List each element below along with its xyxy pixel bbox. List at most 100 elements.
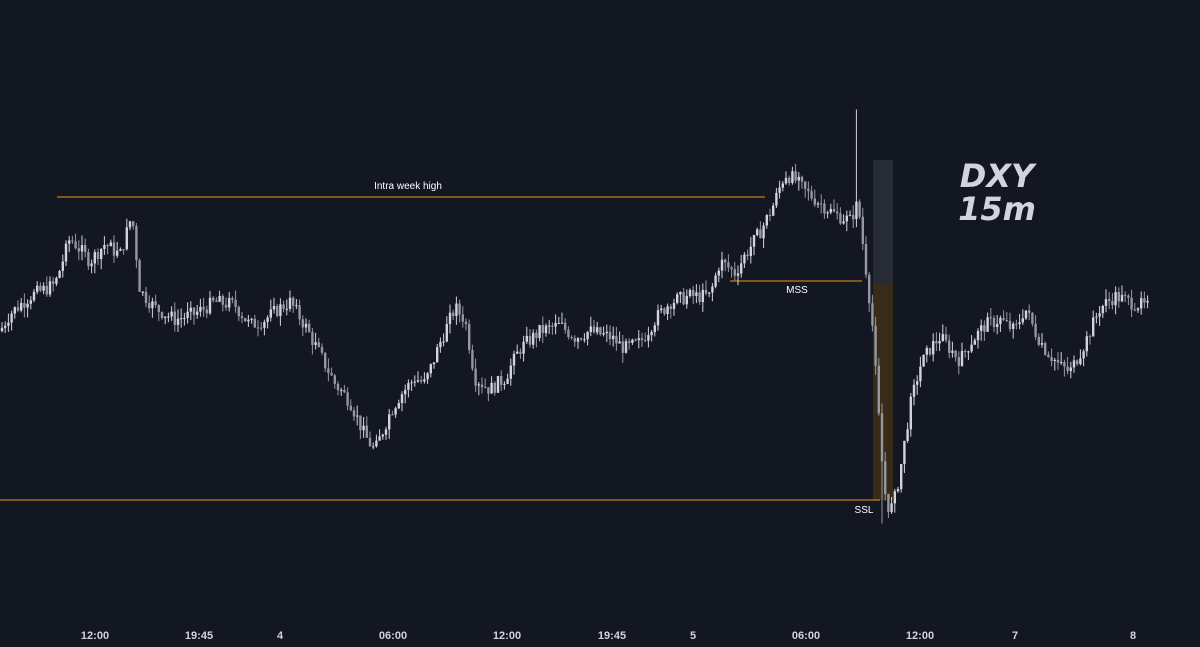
candle-body — [122, 249, 125, 251]
candle-body — [890, 503, 893, 512]
candle-body — [372, 446, 375, 448]
x-tick-label: 7 — [1012, 630, 1018, 642]
candle-body — [919, 366, 922, 382]
candle-body — [826, 212, 829, 214]
candle-body — [775, 192, 778, 206]
candle-body — [781, 183, 784, 188]
candle-body — [676, 294, 679, 303]
candle-body — [429, 364, 432, 374]
candle-body — [884, 461, 887, 494]
discount-zone-box — [873, 284, 893, 500]
candle-body — [612, 335, 615, 340]
candle-body — [272, 305, 276, 310]
candle-body — [87, 251, 90, 267]
candle-body — [135, 226, 138, 261]
candle-body — [378, 436, 381, 441]
candle-body — [980, 325, 983, 331]
candle-body — [250, 318, 253, 320]
candle-body — [663, 308, 666, 315]
candle-body — [551, 325, 554, 327]
candle-body — [68, 240, 71, 244]
candle-body — [487, 387, 490, 394]
candle-body — [560, 322, 564, 324]
candle-body — [1095, 316, 1098, 318]
candle-body — [336, 383, 340, 390]
chart-title-symbol: DXY — [960, 157, 1037, 195]
candle-body — [311, 331, 314, 345]
candle-body — [765, 215, 768, 226]
candle-body — [996, 324, 999, 328]
candle-body — [228, 298, 231, 308]
candle-body — [816, 203, 820, 205]
candle-body — [525, 335, 528, 342]
candle-body — [1088, 336, 1092, 338]
candle-body — [0, 327, 4, 332]
candle-body — [583, 339, 586, 341]
candle-body — [813, 198, 816, 205]
candle-body — [404, 389, 407, 395]
candle-body — [138, 260, 141, 292]
candle-body — [212, 297, 215, 301]
candle-body — [1056, 359, 1060, 363]
candle-body — [618, 341, 621, 344]
candle-body — [400, 394, 404, 404]
x-tick-label: 8 — [1130, 630, 1136, 642]
candle-body — [1021, 318, 1024, 323]
candle-body — [439, 341, 442, 348]
candle-body — [679, 292, 682, 295]
candle-body — [432, 362, 436, 365]
candle-body — [20, 302, 23, 311]
candle-body — [1002, 317, 1005, 320]
candle-body — [333, 375, 336, 384]
candle-body — [39, 285, 42, 291]
candle-body — [279, 304, 282, 317]
candle-body — [791, 171, 794, 184]
candle-body — [74, 241, 77, 249]
candle-body — [858, 201, 861, 217]
candle-body — [784, 177, 788, 184]
candle-body — [1028, 310, 1031, 313]
candle-body — [932, 340, 935, 355]
candle-body — [192, 307, 196, 315]
candle-body — [548, 325, 551, 327]
candle-body — [205, 309, 208, 314]
candle-body — [442, 341, 445, 343]
candle-body — [708, 292, 711, 294]
candle-body — [186, 311, 189, 318]
x-tick-label: 5 — [690, 630, 696, 642]
candle-body — [397, 403, 400, 409]
candle-body — [541, 324, 544, 334]
candle-body — [260, 327, 263, 329]
candle-body — [970, 344, 973, 352]
candle-body — [532, 332, 535, 345]
candle-body — [1063, 362, 1066, 367]
candle-body — [896, 489, 900, 492]
candle-body — [656, 310, 660, 326]
candle-body — [516, 351, 519, 354]
candle-body — [132, 221, 135, 227]
candle-body — [1034, 323, 1037, 337]
candle-body — [1031, 312, 1034, 324]
candle-body — [234, 299, 237, 307]
candle-body — [384, 429, 388, 435]
candle-body — [170, 311, 173, 317]
candle-body — [189, 307, 192, 312]
candle-body — [964, 350, 967, 352]
candle-body — [938, 340, 941, 344]
candle-body — [410, 382, 413, 384]
candle-body — [157, 305, 160, 313]
candle-body — [538, 324, 541, 338]
candle-body — [714, 275, 717, 287]
candle-body — [356, 415, 359, 417]
candle-body — [557, 322, 560, 324]
candle-body — [842, 221, 845, 224]
candle-body — [477, 384, 480, 386]
candle-body — [266, 317, 269, 322]
candle-body — [288, 297, 292, 309]
candle-body — [848, 214, 852, 216]
candle-body — [1037, 336, 1040, 345]
candle-body — [730, 267, 733, 270]
candle-body — [861, 216, 864, 244]
candle-body — [986, 317, 989, 332]
